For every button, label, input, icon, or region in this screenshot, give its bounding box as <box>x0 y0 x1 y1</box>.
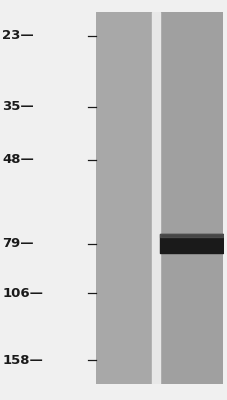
Text: 106—: 106— <box>2 286 43 300</box>
Bar <box>151 12 159 384</box>
Text: 48—: 48— <box>2 153 34 166</box>
Text: 23—: 23— <box>2 30 34 42</box>
Text: 35—: 35— <box>2 100 34 113</box>
Text: 79—: 79— <box>2 237 34 250</box>
Bar <box>95 12 151 384</box>
Bar <box>159 12 222 384</box>
Text: 158—: 158— <box>2 354 43 367</box>
